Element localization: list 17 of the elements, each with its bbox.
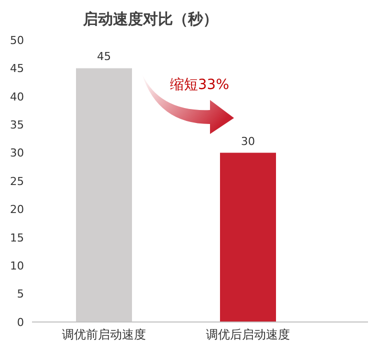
y-tick-label: 0 — [17, 316, 24, 329]
annotation: 缩短33% — [170, 76, 230, 94]
y-tick-label: 45 — [10, 62, 24, 76]
y-tick-label: 15 — [10, 231, 24, 244]
data-label: 45 — [97, 50, 111, 64]
y-tick-label: 25 — [10, 174, 24, 188]
y-tick-label: 50 — [10, 34, 24, 47]
data-label: 30 — [241, 134, 255, 148]
y-tick-label: 5 — [17, 288, 24, 301]
y-tick-label: 35 — [10, 118, 24, 132]
y-tick-label: 30 — [10, 146, 24, 160]
y-tick-label: 40 — [10, 90, 24, 104]
x-tick-label: 调优前启动速度 — [62, 328, 146, 342]
chart-title: 启动速度对比（秒） — [82, 10, 219, 29]
y-tick-label: 10 — [10, 260, 24, 273]
x-tick-label: 调优后启动速度 — [206, 328, 290, 342]
y-tick-label: 20 — [10, 203, 24, 216]
